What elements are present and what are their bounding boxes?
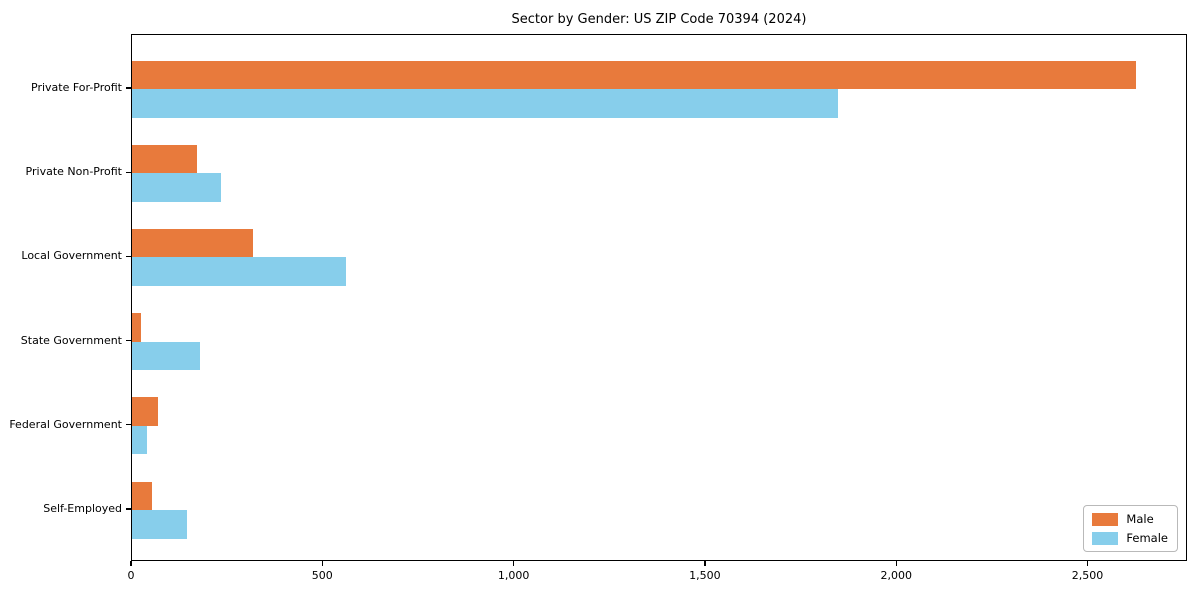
bar-male-self-employed (132, 481, 153, 510)
y-tick-mark (126, 424, 131, 426)
legend-label-male: Male (1126, 512, 1154, 526)
y-tick-mark (126, 339, 131, 342)
y-tick-mark (126, 171, 131, 173)
y-tick-label: Self-Employed (43, 502, 122, 515)
y-tick-label: State Government (20, 333, 122, 347)
x-tick-label: 500 (311, 569, 333, 582)
y-tick-label: Federal Government (9, 417, 122, 431)
x-tick-mark (895, 561, 897, 566)
y-tick-mark (126, 508, 131, 510)
x-tick-label: 0 (127, 569, 135, 582)
bar-male-state-government (132, 313, 142, 342)
chart-title: Sector by Gender: US ZIP Code 70394 (202… (511, 12, 807, 27)
legend-label-female: Female (1126, 531, 1168, 545)
bar-female-private-for-profit (132, 89, 838, 118)
bar-female-self-employed (132, 510, 187, 539)
legend-swatch-male (1092, 512, 1119, 526)
y-tick-label: Private Non-Profit (25, 165, 122, 179)
y-tick-mark (126, 87, 131, 89)
y-tick-label: Local Government (21, 249, 122, 263)
legend-item-male: Male (1092, 512, 1168, 526)
x-tick-label: 2,500 (1071, 569, 1104, 582)
legend-item-female: Female (1092, 531, 1168, 545)
legend: Male Female (1083, 505, 1178, 552)
plot-area: Male Female (131, 34, 1187, 561)
bar-female-federal-government (132, 425, 148, 455)
legend-swatch-female (1092, 531, 1119, 545)
bar-female-state-government (132, 341, 201, 371)
x-tick-label: 1,500 (689, 569, 721, 582)
x-tick-mark (1086, 561, 1089, 566)
y-tick-label: Private For-Profit (31, 81, 122, 94)
bar-male-private-for-profit (132, 60, 1137, 89)
bar-female-private-non-profit (132, 173, 222, 202)
bar-male-local-government (132, 228, 253, 258)
x-tick-label: 1,000 (497, 569, 530, 582)
x-tick-label: 2,000 (880, 569, 912, 582)
x-tick-mark (704, 561, 706, 566)
x-tick-mark (321, 561, 323, 566)
bar-male-federal-government (132, 397, 159, 426)
y-tick-mark (126, 255, 131, 258)
bar-female-local-government (132, 257, 347, 286)
x-tick-mark (130, 561, 132, 566)
x-tick-mark (512, 561, 515, 566)
bar-male-private-non-profit (132, 144, 198, 174)
